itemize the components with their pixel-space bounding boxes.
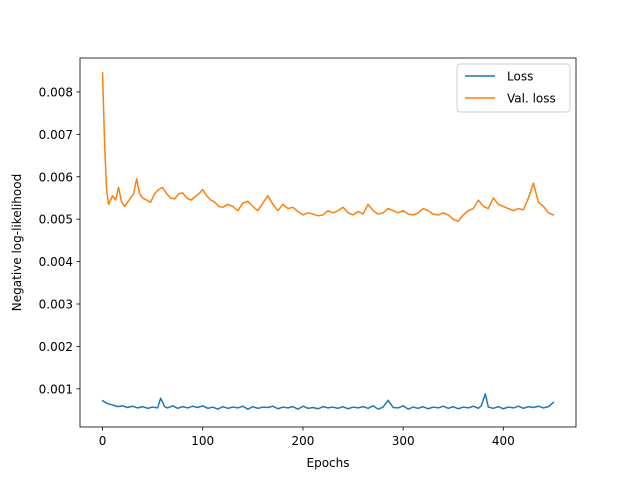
legend: Loss Val. loss	[456, 63, 571, 113]
x-tick-label: 400	[492, 434, 515, 448]
x-axis-label: Epochs	[307, 456, 350, 470]
x-axis-ticks: 0 100 200 300 400	[99, 427, 515, 448]
series-line-loss	[101, 393, 555, 410]
legend-label-loss: Loss	[507, 70, 533, 84]
series-layer	[101, 72, 555, 410]
y-axis-ticks: 0.001 0.002 0.003 0.004 0.005 0.006 0.007 0.008	[39, 85, 80, 396]
y-tick-label: 0.001	[39, 382, 73, 396]
y-tick-label: 0.003	[39, 298, 73, 312]
x-tick-label: 100	[191, 434, 214, 448]
x-tick-label: 300	[392, 434, 415, 448]
y-tick-label: 0.004	[39, 255, 73, 269]
y-tick-label: 0.006	[39, 170, 73, 184]
y-tick-label: 0.002	[39, 340, 73, 354]
y-tick-label: 0.007	[39, 128, 73, 142]
y-axis-label: Negative log-likelihood	[10, 174, 24, 311]
plot-frame	[79, 57, 577, 428]
y-tick-label: 0.005	[39, 213, 73, 227]
y-tick-label: 0.008	[39, 85, 73, 99]
x-tick-label: 0	[99, 434, 107, 448]
x-tick-label: 200	[291, 434, 314, 448]
series-line-val-loss	[101, 72, 555, 223]
legend-label-val-loss: Val. loss	[507, 92, 556, 106]
